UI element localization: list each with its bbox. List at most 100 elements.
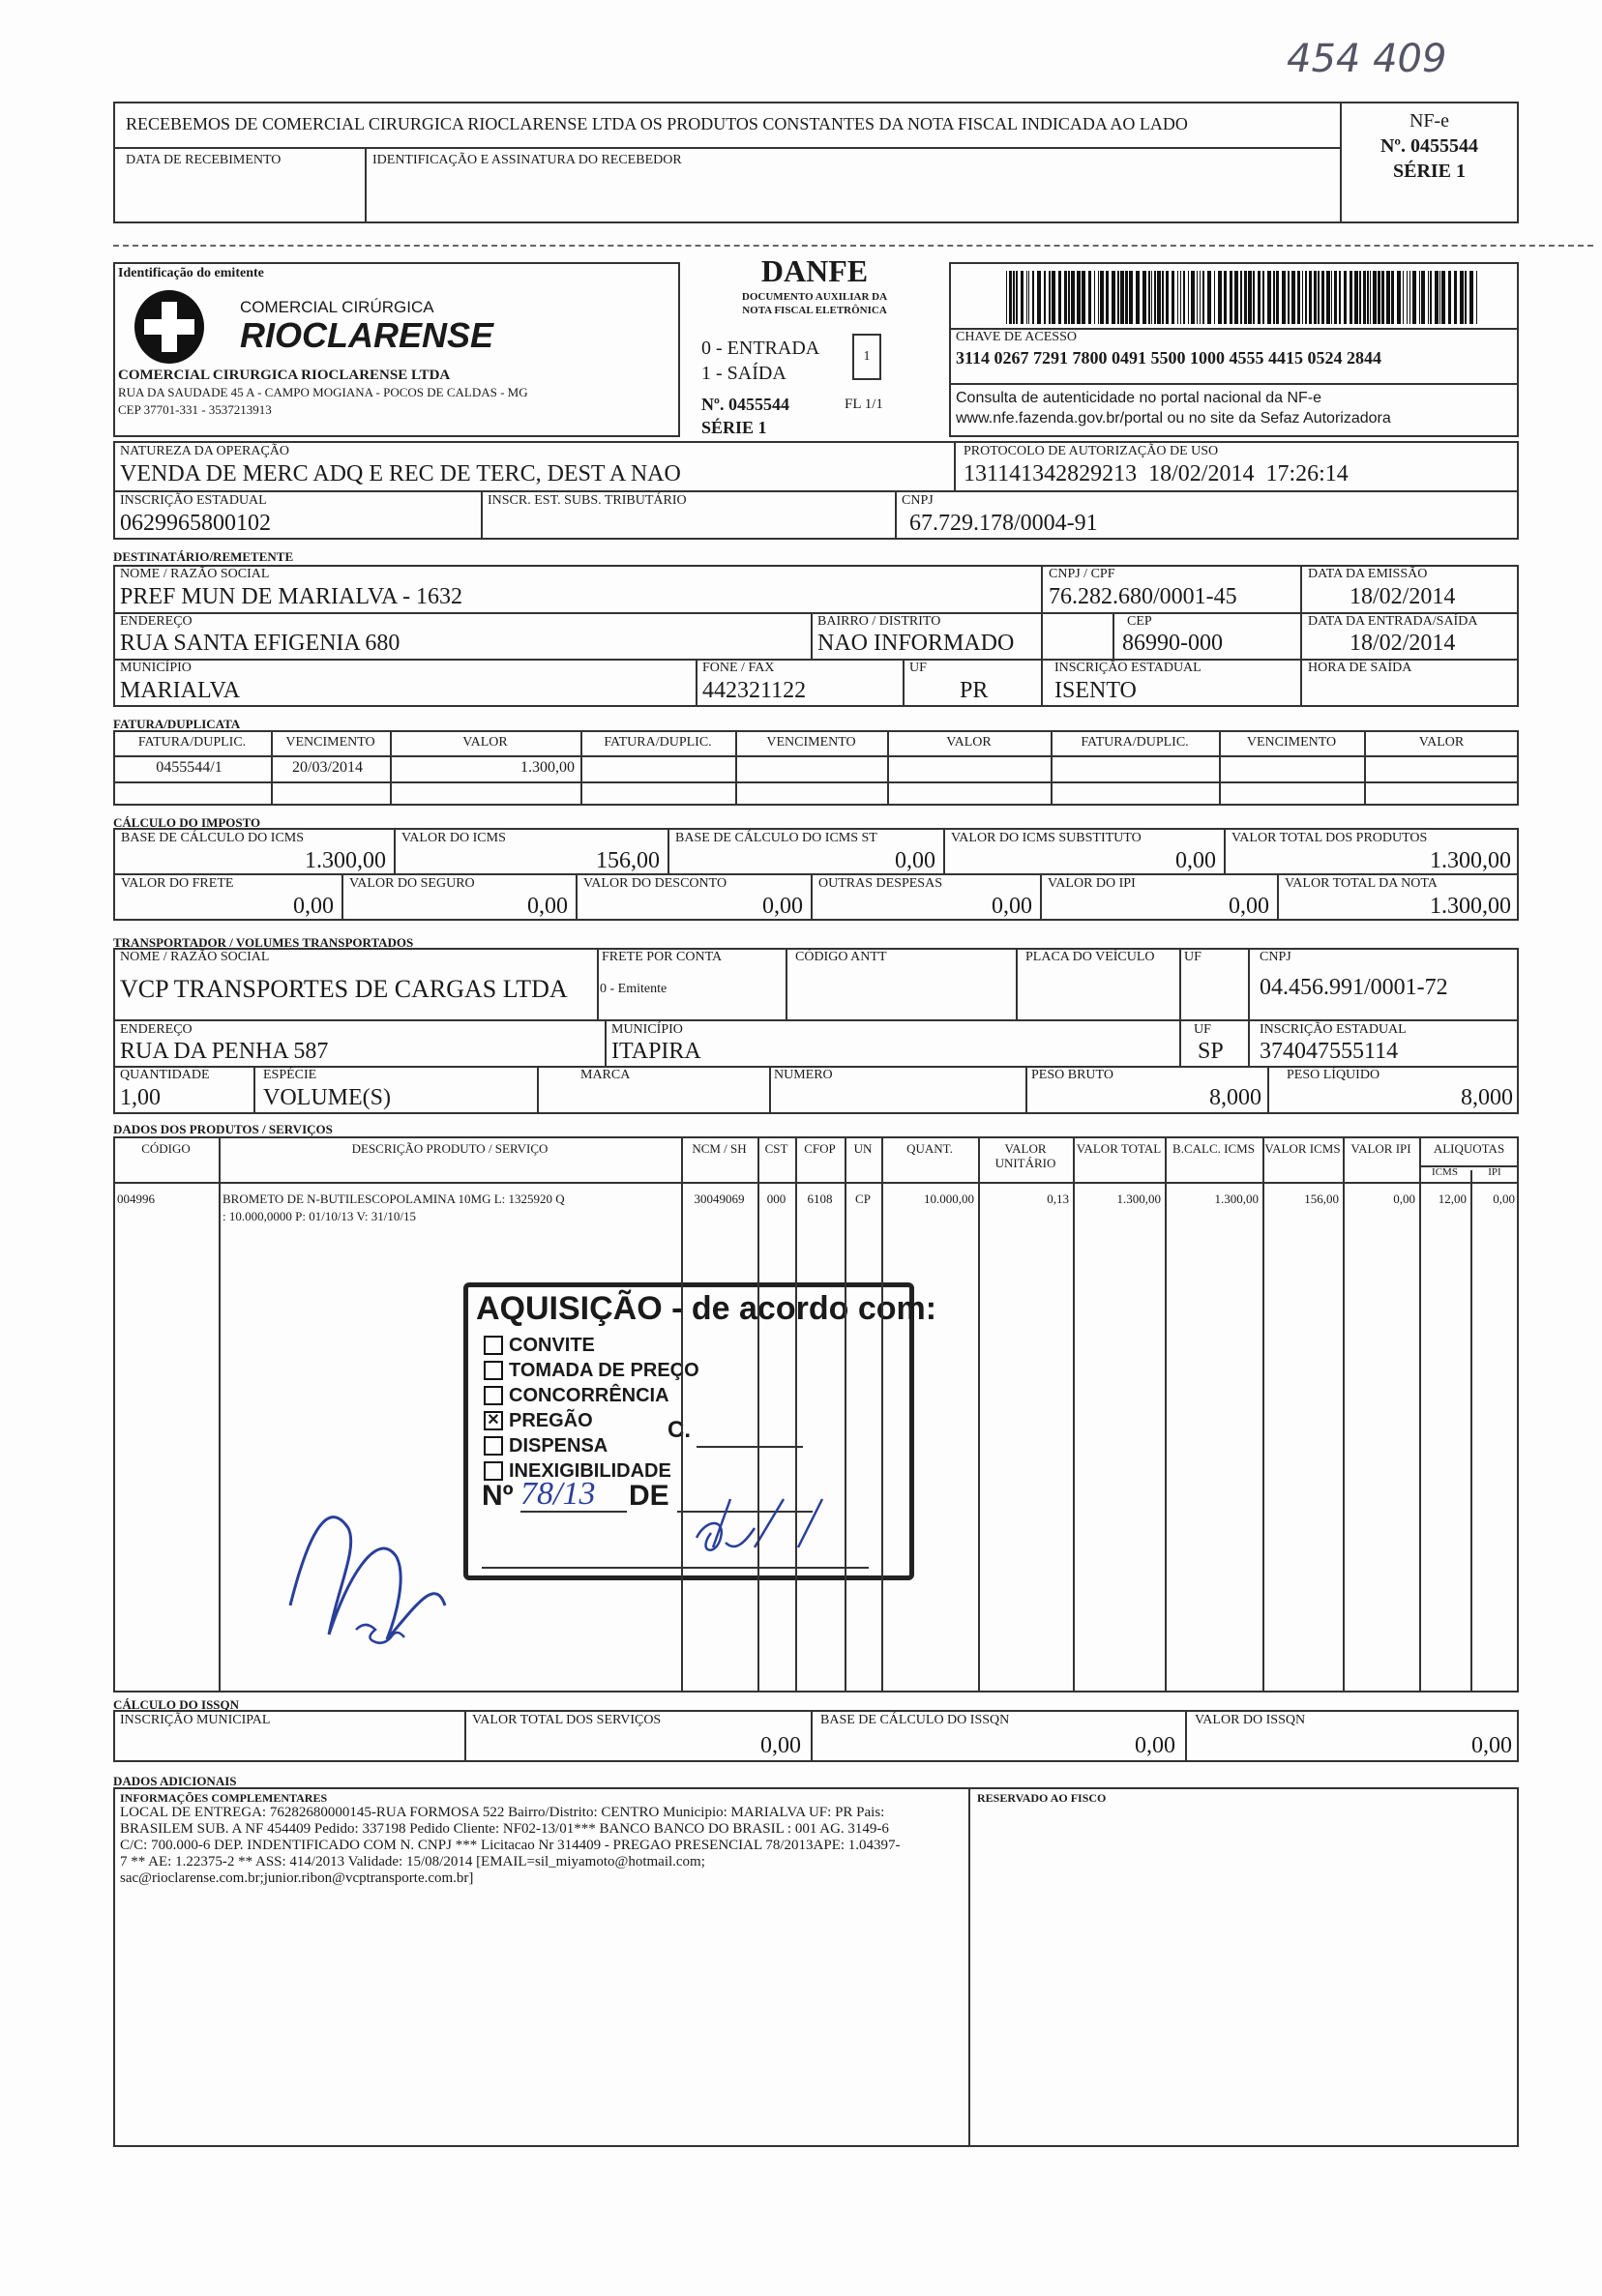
- issqn-base-label: BASE DE CÁLCULO DO ISSQN: [820, 1713, 1010, 1727]
- produtos-header: VALOR IPI: [1350, 1141, 1411, 1156]
- transp-ie: 374047555114: [1260, 1039, 1399, 1064]
- fatura-col-divider: [735, 730, 737, 806]
- barcode-bar: [1350, 271, 1352, 324]
- imposto-label: VALOR DO DESCONTO: [583, 876, 727, 891]
- imposto-value: 0,00: [992, 894, 1032, 919]
- issqn-section: CÁLCULO DO ISSQN: [113, 1697, 240, 1712]
- barcode-bar: [1016, 271, 1018, 324]
- imposto-divider: [341, 873, 343, 921]
- checkbox-icon[interactable]: ✕: [484, 1411, 503, 1430]
- barcode-bar: [1430, 271, 1432, 324]
- dest-mun-label: MUNICÍPIO: [120, 661, 192, 675]
- entrada-saida-label: DATA DA ENTRADA/SAÍDA: [1308, 614, 1478, 629]
- barcode-bar: [1253, 271, 1255, 324]
- logo-main-text: RIOCLARENSE: [240, 315, 494, 355]
- qtd-label: QUANTIDADE: [120, 1068, 210, 1082]
- antt-label: CÓDIGO ANTT: [795, 950, 887, 964]
- product-aliq-ipi: 0,00: [1493, 1192, 1515, 1206]
- stamp-option: CONVITE: [484, 1333, 699, 1358]
- barcode-bar: [1381, 271, 1384, 324]
- stamp-option-label: DISPENSA: [509, 1435, 608, 1457]
- barcode-bar: [1183, 271, 1185, 324]
- barcode-bar: [1142, 271, 1146, 324]
- transp-end-label: ENDEREÇO: [120, 1022, 193, 1037]
- natureza-value: VENDA DE MERC ADQ E REC DE TERC, DEST A …: [120, 461, 681, 486]
- dest-nome-label: NOME / RAZÃO SOCIAL: [120, 567, 270, 581]
- barcode-bar: [1334, 271, 1337, 324]
- uf-label: UF: [909, 661, 927, 675]
- stamp-option: CONCORRÊNCIA: [484, 1383, 699, 1408]
- barcode-bar: [1180, 271, 1181, 324]
- barcode-bar: [1207, 271, 1211, 324]
- barcode-bar: [1188, 271, 1189, 324]
- barcode-bar: [1370, 271, 1371, 324]
- frete-label: FRETE POR CONTA: [602, 950, 723, 964]
- aliquotas-divider: [1419, 1165, 1519, 1167]
- checkbox-icon[interactable]: [484, 1361, 503, 1380]
- barcode-bar: [1439, 271, 1440, 324]
- barcode-bar: [1262, 271, 1264, 324]
- imposto-label: BASE DE CÁLCULO DO ICMS: [121, 831, 305, 845]
- barcode-bar: [1224, 271, 1227, 324]
- ie-label: INSCRIÇÃO ESTADUAL: [120, 493, 267, 508]
- barcode-bar: [1276, 271, 1279, 324]
- barcode-bar: [1305, 271, 1307, 324]
- barcode-bar: [1367, 271, 1369, 324]
- adicionais-section: DADOS ADICIONAIS: [113, 1774, 237, 1788]
- dest-cnpj: 76.282.680/0001-45: [1049, 584, 1237, 609]
- dest-endereco: RUA SANTA EFIGENIA 680: [120, 631, 400, 656]
- checkbox-icon[interactable]: [484, 1461, 503, 1481]
- aliq-ipi-header: IPI: [1488, 1166, 1501, 1178]
- fatura-col-divider: [1051, 730, 1053, 806]
- barcode-bar: [1112, 271, 1115, 324]
- stamp-option: ✕ PREGÃO: [484, 1408, 699, 1433]
- barcode-bar: [1258, 271, 1261, 324]
- bairro-label: BAIRRO / DISTRITO: [817, 614, 941, 629]
- info-line: 7 ** AE: 1.22375-2 ** ASS: 414/2013 Vali…: [120, 1854, 705, 1869]
- stamp-options: CONVITE TOMADA DE PREÇO CONCORRÊNCIA ✕ PREGÃ…: [484, 1333, 699, 1484]
- nfe-number: Nº. 0455544: [1380, 135, 1479, 157]
- receipt-nfe: NF-e Nº. 0455544 SÉRIE 1: [1340, 108, 1519, 184]
- barcode-bar: [1098, 271, 1099, 324]
- stamp-option-label: PREGÃO: [509, 1410, 593, 1431]
- product-quant: 10.000,00: [924, 1192, 974, 1206]
- dest-nome: PREF MUN DE MARIALVA - 1632: [120, 584, 463, 609]
- imposto-label: VALOR DO FRETE: [121, 876, 234, 891]
- produtos-col-divider: [881, 1136, 883, 1693]
- produtos-header: CÓDIGO: [141, 1141, 191, 1156]
- checkbox-icon[interactable]: [484, 1386, 503, 1405]
- transp-cnpj: 04.456.991/0001-72: [1260, 975, 1448, 1000]
- product-ncm: 30049069: [694, 1192, 745, 1206]
- barcode-bar: [1321, 271, 1324, 324]
- fatura-cell: 0455544/1: [156, 759, 222, 776]
- barcode-bar: [1068, 271, 1070, 324]
- barcode-bar: [1326, 271, 1330, 324]
- barcode-bar: [1363, 271, 1366, 324]
- emitente-box: [113, 262, 680, 437]
- produtos-col-divider: [757, 1136, 759, 1693]
- marca-label: MARCA: [580, 1068, 631, 1082]
- fatura-header: FATURA/DUPLIC.: [137, 735, 247, 750]
- product-total: 1.300,00: [1116, 1192, 1162, 1206]
- barcode-bar: [1100, 271, 1104, 324]
- fatura-col-divider: [1219, 730, 1221, 806]
- fatura-header: VENCIMENTO: [285, 735, 375, 750]
- barcode-bar: [1248, 271, 1252, 324]
- barcode-bar: [1094, 271, 1095, 324]
- barcode-bar: [1314, 271, 1317, 324]
- produtos-col-divider: [1343, 1136, 1345, 1693]
- imposto-value: 1.300,00: [305, 848, 386, 873]
- barcode-bar: [1202, 271, 1204, 324]
- stamp-option: TOMADA DE PREÇO: [484, 1358, 699, 1383]
- checkbox-icon[interactable]: [484, 1436, 503, 1456]
- consulta-url[interactable]: www.nfe.fazenda.gov.br/portal ou no site…: [956, 410, 1391, 427]
- checkbox-icon[interactable]: [484, 1336, 503, 1355]
- product-codigo: 004996: [117, 1192, 155, 1206]
- barcode-bar: [1151, 271, 1152, 324]
- produtos-section: DADOS DOS PRODUTOS / SERVIÇOS: [113, 1122, 333, 1136]
- barcode-bar: [1291, 271, 1295, 324]
- barcode-bar: [1460, 271, 1464, 324]
- saida-label: 1 - SAÍDA: [701, 363, 786, 384]
- barcode-bar: [1200, 271, 1201, 324]
- emitente-label: Identificação do emitente: [118, 266, 264, 280]
